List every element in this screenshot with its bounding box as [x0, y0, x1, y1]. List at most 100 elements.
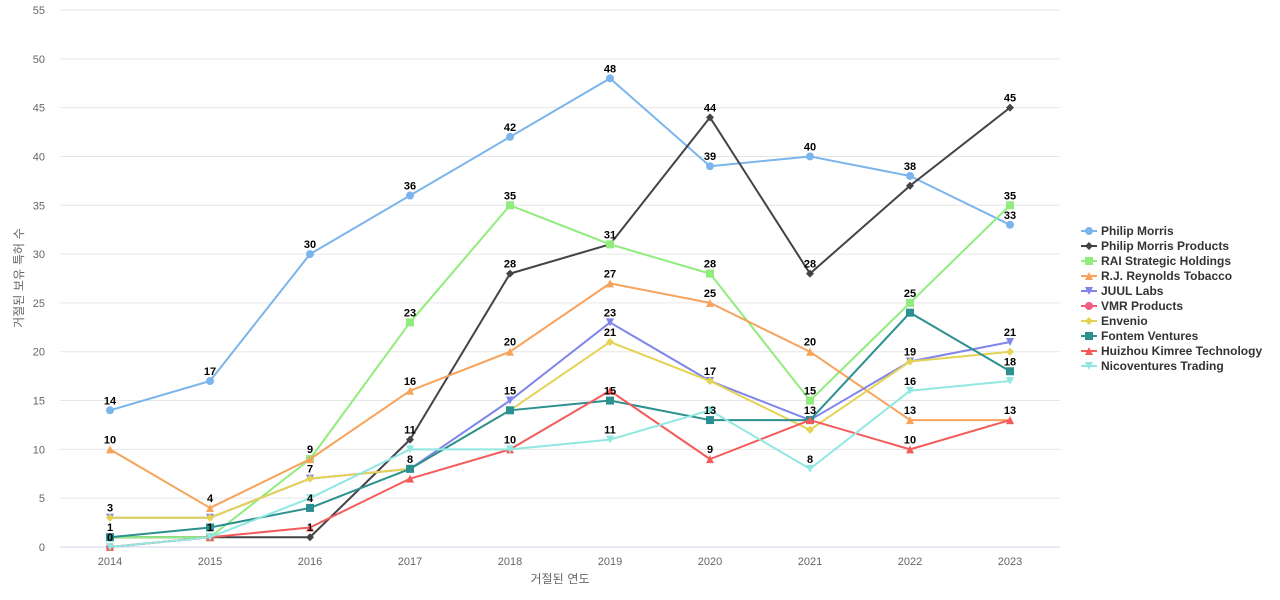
- data-point[interactable]: [406, 435, 414, 444]
- data-point[interactable]: [906, 445, 914, 454]
- data-point[interactable]: [1006, 416, 1014, 425]
- data-point[interactable]: [206, 523, 214, 532]
- data-point[interactable]: [506, 132, 514, 141]
- legend-item[interactable]: Nicoventures Trading: [1081, 359, 1224, 373]
- data-point[interactable]: [806, 152, 814, 161]
- data-point[interactable]: [206, 503, 214, 512]
- data-point[interactable]: [706, 269, 714, 278]
- legend-item[interactable]: Fontem Ventures: [1081, 329, 1199, 343]
- data-point[interactable]: [706, 298, 714, 307]
- legend-item[interactable]: Huizhou Kimree Technology: [1081, 344, 1262, 358]
- legend-item[interactable]: Envenio: [1081, 314, 1148, 328]
- series-rai-strategic-holdings[interactable]: [106, 201, 1014, 542]
- data-point[interactable]: [106, 445, 114, 454]
- data-point[interactable]: [306, 455, 314, 464]
- data-point[interactable]: [1085, 227, 1093, 235]
- data-point[interactable]: [1085, 362, 1093, 370]
- data-point[interactable]: [1006, 377, 1014, 386]
- data-point[interactable]: [306, 494, 314, 503]
- data-point[interactable]: [706, 406, 714, 415]
- data-point[interactable]: [306, 533, 314, 542]
- data-point[interactable]: [406, 386, 414, 395]
- data-point[interactable]: [506, 269, 514, 278]
- series-line[interactable]: [109, 77, 1011, 412]
- data-point[interactable]: [306, 474, 314, 483]
- data-point[interactable]: [706, 113, 714, 122]
- legend-item[interactable]: Philip Morris: [1081, 224, 1174, 238]
- data-point[interactable]: [1085, 317, 1093, 325]
- data-point[interactable]: [806, 396, 814, 405]
- data-point[interactable]: [906, 308, 914, 317]
- series-envenio[interactable]: [106, 337, 1014, 522]
- data-point[interactable]: [106, 406, 114, 415]
- data-point[interactable]: [806, 425, 814, 434]
- data-point[interactable]: [1085, 332, 1093, 340]
- data-point[interactable]: [906, 171, 914, 180]
- data-point[interactable]: [206, 513, 214, 522]
- data-point[interactable]: [606, 240, 614, 249]
- data-point[interactable]: [1006, 220, 1014, 229]
- data-point[interactable]: [806, 416, 814, 425]
- legend-item[interactable]: R.J. Reynolds Tobacco: [1081, 269, 1232, 283]
- data-point[interactable]: [806, 464, 814, 473]
- series-philip-morris[interactable]: [106, 74, 1014, 415]
- data-point[interactable]: [506, 201, 514, 210]
- data-point[interactable]: [306, 503, 314, 512]
- data-point[interactable]: [406, 474, 414, 483]
- legend-item[interactable]: RAI Strategic Holdings: [1081, 254, 1231, 268]
- data-point[interactable]: [1085, 302, 1093, 310]
- data-point[interactable]: [406, 191, 414, 200]
- data-point[interactable]: [1085, 347, 1093, 355]
- data-point[interactable]: [106, 513, 114, 522]
- data-point[interactable]: [1006, 201, 1014, 210]
- data-point[interactable]: [906, 181, 914, 190]
- data-point[interactable]: [506, 406, 514, 415]
- data-point[interactable]: [706, 455, 714, 464]
- data-point[interactable]: [1006, 347, 1014, 356]
- data-point[interactable]: [506, 347, 514, 356]
- data-point[interactable]: [1006, 103, 1014, 112]
- data-point[interactable]: [606, 386, 614, 395]
- data-point[interactable]: [806, 269, 814, 278]
- data-point[interactable]: [1085, 257, 1093, 265]
- data-point[interactable]: [706, 416, 714, 425]
- series-line[interactable]: [109, 204, 1011, 539]
- data-point[interactable]: [606, 74, 614, 83]
- series-huizhou-kimree-technology[interactable]: [106, 386, 1014, 551]
- data-point[interactable]: [306, 250, 314, 259]
- data-point[interactable]: [706, 162, 714, 171]
- data-point[interactable]: [606, 279, 614, 288]
- data-point[interactable]: [906, 298, 914, 307]
- data-point[interactable]: [406, 318, 414, 327]
- series-line[interactable]: [109, 106, 1011, 539]
- data-point[interactable]: [506, 445, 514, 454]
- series-line[interactable]: [109, 340, 1011, 519]
- data-point[interactable]: [406, 445, 414, 454]
- legend-item[interactable]: Philip Morris Products: [1081, 239, 1229, 253]
- data-point[interactable]: [206, 533, 214, 542]
- series-line[interactable]: [109, 389, 1011, 548]
- data-point[interactable]: [1006, 337, 1014, 346]
- data-point[interactable]: [606, 337, 614, 346]
- data-point[interactable]: [206, 377, 214, 386]
- series-line[interactable]: [109, 282, 1011, 509]
- data-point[interactable]: [906, 386, 914, 395]
- data-point[interactable]: [606, 435, 614, 444]
- data-point[interactable]: [906, 416, 914, 425]
- data-point[interactable]: [106, 543, 114, 551]
- data-point[interactable]: [606, 396, 614, 405]
- data-point[interactable]: [1085, 242, 1093, 250]
- series-r-j-reynolds-tobacco[interactable]: [106, 279, 1014, 512]
- data-point[interactable]: [506, 396, 514, 405]
- legend-item[interactable]: JUUL Labs: [1081, 284, 1164, 298]
- data-point[interactable]: [1006, 367, 1014, 376]
- data-point[interactable]: [706, 377, 714, 386]
- series-fontem-ventures[interactable]: [106, 308, 1014, 542]
- data-point[interactable]: [906, 357, 914, 366]
- legend-item[interactable]: VMR Products: [1081, 299, 1183, 313]
- data-point[interactable]: [1085, 272, 1093, 280]
- data-point[interactable]: [406, 464, 414, 473]
- data-point[interactable]: [306, 523, 314, 532]
- data-point[interactable]: [1085, 287, 1093, 295]
